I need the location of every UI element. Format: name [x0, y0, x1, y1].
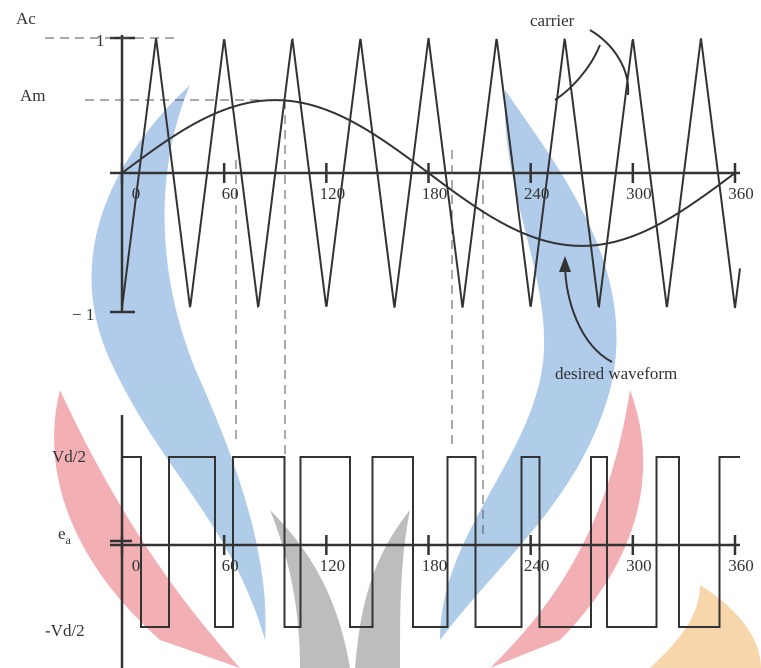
x-tick-label: 300: [626, 556, 652, 575]
x-tick-label: 240: [524, 556, 550, 575]
am-label: Am: [20, 86, 46, 105]
pwm-output: [122, 457, 740, 627]
ea-sub: a: [66, 533, 72, 547]
ea-label: ea: [58, 524, 72, 547]
x-tick-label: 240: [524, 184, 550, 203]
ea-main: e: [58, 524, 66, 543]
x-tick-label: 60: [222, 184, 239, 203]
minus-one-label: − 1: [72, 305, 94, 324]
x-tick-label: 120: [320, 184, 346, 203]
one-label: 1: [96, 31, 105, 50]
x-tick-label: 180: [422, 184, 448, 203]
x-tick-label: 180: [422, 556, 448, 575]
x-tick-label: 360: [728, 184, 754, 203]
x-tick-label: 300: [626, 184, 652, 203]
x-tick-label: 360: [728, 556, 754, 575]
x-tick-label: 120: [320, 556, 346, 575]
x-tick-label: 0: [132, 184, 141, 203]
pwm-diagram: Ac Am 1 − 1 carrier desired waveform Vd/…: [0, 0, 761, 668]
x-tick-label: 60: [222, 556, 239, 575]
vd2-label: Vd/2: [52, 447, 86, 466]
carrier-label: carrier: [530, 11, 575, 30]
desired-waveform-label: desired waveform: [555, 364, 677, 383]
carrier-arrow: [590, 30, 628, 95]
minus-vd2-label: -Vd/2: [45, 621, 85, 640]
ac-label: Ac: [16, 9, 36, 28]
x-tick-label: 0: [132, 556, 141, 575]
carrier-arrow: [555, 45, 600, 100]
